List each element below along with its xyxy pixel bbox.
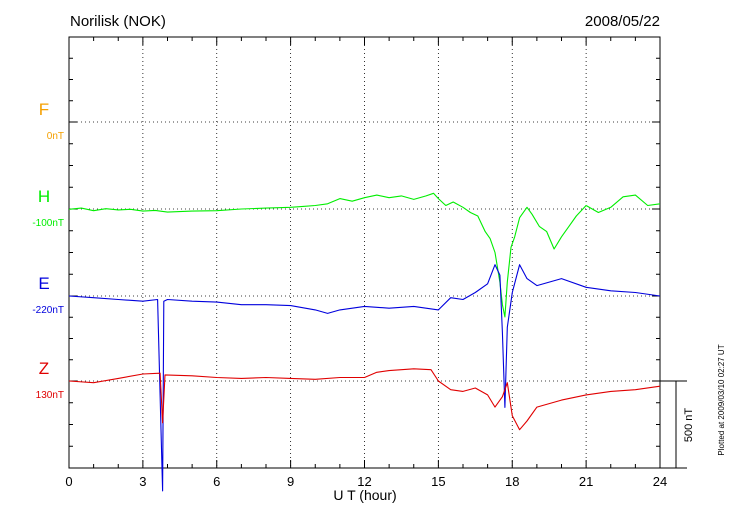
x-tick-label: 24	[653, 474, 667, 489]
x-tick-label: 3	[139, 474, 146, 489]
x-tick-label: 6	[213, 474, 220, 489]
baseline-lines	[69, 121, 660, 382]
grid-lines	[142, 37, 587, 468]
x-tick-label: 18	[505, 474, 519, 489]
series-line-H	[68, 192, 661, 318]
component-baseline-F: 0nT	[47, 131, 64, 142]
series-line-E	[68, 264, 661, 492]
x-tick-label: 12	[357, 474, 371, 489]
scale-bar: 500 nT	[660, 380, 695, 469]
plot-date: 2008/05/22	[585, 13, 660, 30]
component-name-Z: Z	[39, 359, 49, 378]
plotted-at-note: Plotted at 2009/03/10 02:27 UT	[717, 344, 726, 455]
component-name-F: F	[39, 100, 49, 119]
component-name-H: H	[38, 187, 50, 206]
series-line-Z	[68, 368, 661, 431]
x-tick-label: 0	[65, 474, 72, 489]
x-tick-label: 9	[287, 474, 294, 489]
series-layer	[68, 192, 661, 492]
component-baseline-H: -100nT	[32, 218, 64, 229]
x-tick-labels: 0 3 6 9 12 15 18 21 24	[65, 474, 667, 489]
component-baseline-Z: 130nT	[36, 390, 64, 401]
component-name-E: E	[38, 274, 49, 293]
x-tick-label: 15	[431, 474, 445, 489]
component-labels: F 0nT H -100nT E -220nT Z 130nT	[32, 100, 64, 401]
scale-bar-label: 500 nT	[683, 408, 695, 443]
component-baseline-E: -220nT	[32, 305, 64, 316]
x-tick-label: 21	[579, 474, 593, 489]
x-axis-label: U T (hour)	[333, 487, 396, 503]
station-title: Norilisk (NOK)	[70, 13, 166, 30]
